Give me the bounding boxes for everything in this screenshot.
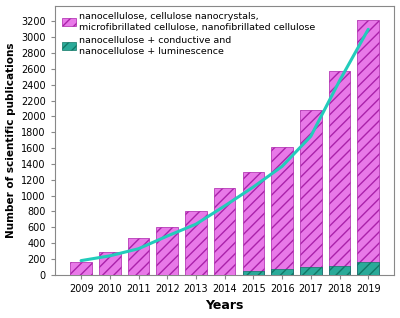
Bar — [329, 266, 350, 275]
Bar — [271, 147, 293, 275]
Bar — [214, 188, 236, 275]
Bar — [185, 211, 207, 275]
Bar — [271, 269, 293, 275]
Y-axis label: Number of scientific publications: Number of scientific publications — [6, 43, 16, 238]
Bar — [300, 267, 322, 275]
Bar — [358, 262, 379, 275]
Bar — [300, 267, 322, 275]
Bar — [243, 172, 264, 275]
Bar — [358, 20, 379, 275]
Bar — [243, 271, 264, 275]
Bar — [300, 110, 322, 275]
Bar — [329, 266, 350, 275]
Bar — [329, 71, 350, 275]
Bar — [156, 227, 178, 275]
Bar — [243, 271, 264, 275]
Bar — [99, 252, 120, 275]
Legend: nanocellulose, cellulose nanocrystals,
microfibrillated cellulose, nanofibrillat: nanocellulose, cellulose nanocrystals, m… — [60, 10, 318, 58]
Bar — [70, 262, 92, 275]
Bar — [128, 238, 149, 275]
Bar — [358, 262, 379, 275]
Bar — [271, 269, 293, 275]
X-axis label: Years: Years — [206, 300, 244, 313]
